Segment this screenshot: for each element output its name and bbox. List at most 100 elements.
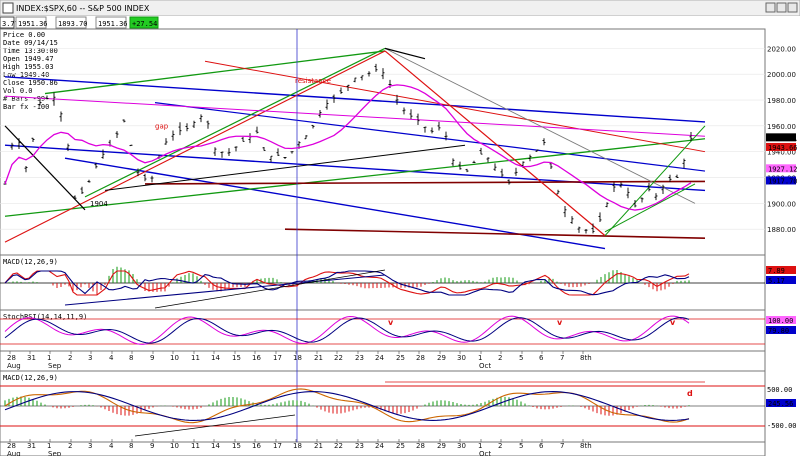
- chart-drawing: 2020.002000.001980.001960.001940.001920.…: [0, 29, 798, 456]
- close-button[interactable]: [787, 2, 798, 13]
- date-axis-label: 22: [334, 354, 343, 362]
- window-menu-icon[interactable]: [2, 2, 14, 14]
- date-axis-label: 10: [170, 354, 179, 362]
- date-axis-label: 16: [252, 354, 261, 362]
- date-axis-2-label: 1: [47, 442, 51, 450]
- date-axis-label: 11: [191, 354, 200, 362]
- date-axis-label: 8th: [580, 354, 592, 362]
- date-axis-label: 7: [560, 354, 564, 362]
- date-axis-2-label: 15: [232, 442, 241, 450]
- price-tick-label: 2000.00: [767, 71, 796, 79]
- date-axis-label: 4: [109, 354, 114, 362]
- info-line-4: High 1955.03: [3, 63, 54, 71]
- info-panel: Price 0.00 Date 09/14/15 Time 13:30:00 O…: [3, 31, 58, 111]
- macd2-value-labels: 500.00 245.56 -500.00: [766, 386, 797, 430]
- date-axis-2-label: 28: [416, 442, 425, 450]
- toolbar-value-2: 1893.70: [58, 20, 88, 28]
- date-axis-label: 14: [211, 354, 220, 362]
- chart-annotation: resistance: [295, 77, 331, 85]
- price-label-box: [766, 133, 796, 142]
- date-axis-2-label: 30: [457, 442, 466, 450]
- toolbar-field-1[interactable]: [15, 16, 47, 29]
- symbol-value: 3.77: [2, 20, 19, 28]
- date-axis-2-label: 29: [437, 442, 446, 450]
- price-tick-label: 1940.00: [767, 149, 796, 157]
- stoch-d-line: [4, 317, 690, 344]
- info-line-6: Close 1950.86: [3, 79, 58, 87]
- macd2-title: MACD(12,26,9): [3, 374, 58, 382]
- date-axis-label: 21: [314, 354, 323, 362]
- price-tick-label: 1900.00: [767, 200, 796, 208]
- date-axis-2-label: 7: [560, 442, 564, 450]
- info-line-5: Low 1949.40: [3, 71, 49, 79]
- date-axis-2-label: 17: [273, 442, 282, 450]
- stoch-value-1: 100.00: [768, 317, 793, 325]
- date-axis-2-label: 8th: [580, 442, 592, 450]
- price-label-text: 1927.12: [768, 165, 798, 173]
- trend-line: [204, 60, 706, 153]
- date-axis-2-month: Oct: [479, 450, 491, 456]
- date-axis-2-label: 2: [498, 442, 502, 450]
- title-bar: INDEX:$SPX,60 -- S&P 500 INDEX: [0, 0, 800, 17]
- price-label-box: [766, 142, 796, 151]
- stoch-value-2: 79.80: [768, 327, 789, 335]
- macd2-marker: d: [687, 389, 693, 398]
- price-tick-label: 1960.00: [767, 123, 796, 131]
- date-axis-2-label: 9: [150, 442, 154, 450]
- trend-line: [44, 50, 386, 95]
- price-tick-label: 1980.00: [767, 97, 796, 105]
- change-value: +27.54: [132, 20, 157, 28]
- date-axis-2-label: 2: [68, 442, 72, 450]
- date-axis-label: 3: [88, 354, 92, 362]
- toolbar-field-3[interactable]: [95, 16, 127, 29]
- change-badge: [129, 16, 159, 29]
- info-line-9: Bar fx -100: [3, 103, 49, 111]
- date-axis-2-label: 22: [334, 442, 343, 450]
- maximize-button[interactable]: [776, 2, 787, 13]
- date-axis-2-label: 8: [129, 442, 133, 450]
- trend-line: [4, 144, 706, 192]
- date-axis-month: Oct: [479, 362, 491, 370]
- date-axis-panel-2: [0, 441, 766, 456]
- date-axis-label: 28: [7, 354, 16, 362]
- price-label-text: 1951.11: [768, 134, 798, 142]
- date-axis-2-label: 31: [27, 442, 36, 450]
- date-axis-label: 1: [478, 354, 482, 362]
- trend-line: [154, 102, 706, 172]
- price-label-text: 1917.70: [768, 177, 798, 185]
- trend-line: [104, 144, 466, 191]
- date-axis-label: 29: [437, 354, 446, 362]
- info-line-3: Open 1949.47: [3, 55, 54, 63]
- macd2-signal-line: [4, 391, 690, 421]
- toolbar-value-1: 1951.36: [18, 20, 48, 28]
- date-axis-label: 5: [519, 354, 523, 362]
- trend-line: [84, 47, 386, 198]
- info-line-2: Time 13:30:00: [3, 47, 58, 55]
- price-label-box: [766, 164, 796, 173]
- chart-annotation: gap: [155, 122, 169, 130]
- date-axis-label: 31: [27, 354, 36, 362]
- date-axis-label: 1: [47, 354, 51, 362]
- macd-trend-line: [154, 269, 386, 309]
- info-line-0: Price 0.00: [3, 31, 45, 39]
- date-axis-2-label: 16: [252, 442, 261, 450]
- date-axis-2-label: 25: [396, 442, 405, 450]
- symbol-box[interactable]: [0, 16, 15, 29]
- price-tick-label: 1880.00: [767, 226, 796, 234]
- trend-line: [384, 50, 606, 237]
- toolbar: 3.77 1951.36 1893.70 1951.36 +27.54: [0, 16, 800, 29]
- toolbar-field-2[interactable]: [55, 16, 87, 29]
- macd-value-labels: 7.89 5.17: [766, 266, 796, 285]
- ma-short-line: [4, 84, 692, 211]
- date-axis-2-label: 24: [375, 442, 384, 450]
- date-axis-label: 6: [539, 354, 544, 362]
- stoch-marker: v: [670, 318, 676, 327]
- info-line-7: Vol 0.0: [3, 87, 33, 95]
- minimize-button[interactable]: [765, 2, 776, 13]
- stoch-k-line: [4, 315, 690, 345]
- trend-line: [144, 180, 706, 185]
- toolbar-value-3: 1951.36: [98, 20, 128, 28]
- macd-line: [4, 270, 690, 296]
